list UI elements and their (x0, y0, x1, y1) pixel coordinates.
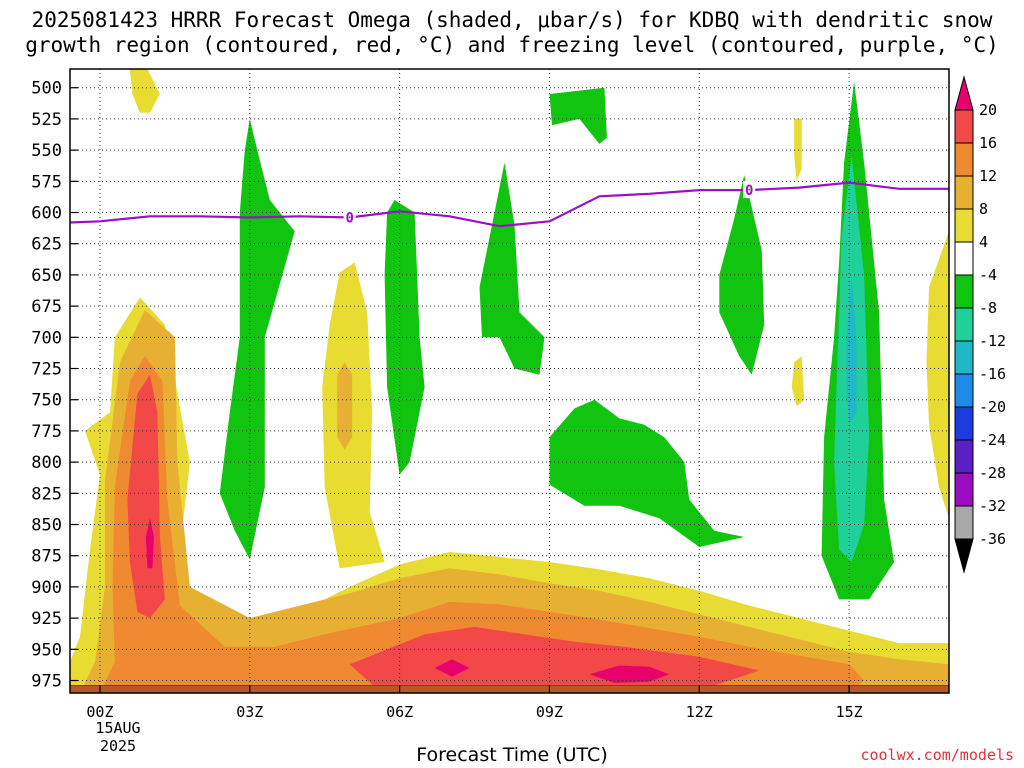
y-tick-label-800: 800 (31, 453, 62, 473)
y-tick-label-900: 900 (31, 578, 62, 598)
omega-region-3 (926, 231, 949, 519)
omega-region-19 (719, 175, 765, 375)
x-tick-label-12Z: 12Z (686, 703, 713, 721)
x-tick-label-06Z: 06Z (386, 703, 413, 721)
omega-region-18 (549, 399, 745, 547)
omega-region-12 (434, 659, 470, 677)
omega-region-0 (129, 69, 160, 113)
colorbar-label--24: -24 (979, 431, 1006, 449)
colorbar-label--36: -36 (979, 530, 1006, 548)
colorbar-segment-0 (954, 75, 974, 111)
omega-region-9 (127, 374, 165, 619)
y-tick-label-500: 500 (31, 79, 62, 99)
colorbar-label--12: -12 (979, 332, 1006, 350)
y-tick-label-775: 775 (31, 422, 62, 442)
omega-region-13 (589, 665, 670, 683)
colorbar-label--28: -28 (979, 464, 1006, 482)
omega-region-2 (322, 262, 385, 569)
colorbar-segment-9 (954, 373, 974, 408)
x-tick-label-15Z: 15Z (836, 703, 863, 721)
y-tick-label-875: 875 (31, 547, 62, 567)
x-axis-label: Forecast Time (UTC) (416, 744, 608, 766)
y-tick-label-725: 725 (31, 360, 62, 380)
y-tick-label-700: 700 (31, 328, 62, 348)
omega-region-17 (549, 87, 607, 144)
omega-region-22 (846, 274, 857, 425)
y-tick-label-925: 925 (31, 609, 62, 629)
x-axis-time: 00Z 03Z 06Z 09Z 12Z 15Z (86, 685, 863, 721)
ground-layer (70, 685, 949, 693)
freezing-level-label-0: 0 (345, 211, 353, 227)
colorbar-segment-5 (954, 241, 974, 276)
omega-region-15 (384, 200, 425, 475)
omega-region-11 (145, 518, 154, 569)
y-tick-label-625: 625 (31, 235, 62, 255)
colorbar-segment-7 (954, 307, 974, 342)
colorbar-segment-12 (954, 472, 974, 507)
y-tick-label-825: 825 (31, 484, 62, 504)
gridlines (70, 69, 949, 693)
y-tick-label-525: 525 (31, 110, 62, 130)
colorbar-segment-13 (954, 505, 974, 540)
y-tick-label-850: 850 (31, 516, 62, 536)
colorbar-label-12: 12 (979, 167, 997, 185)
y-tick-label-550: 550 (31, 141, 62, 161)
omega-shading (70, 69, 949, 693)
date-label-year: 2025 (100, 737, 136, 755)
colorbar-segment-1 (954, 109, 974, 144)
y-tick-label-600: 600 (31, 204, 62, 224)
freezing-level-contour: 00 (70, 181, 949, 228)
colorbar-label--4: -4 (979, 266, 997, 284)
y-axis-pressure: 500 525 550 575 600 625 650 675 700 725 750 775 800 8… (31, 79, 78, 692)
chart-title-line-1: 2025081423 HRRR Forecast Omega (shaded, … (31, 8, 993, 32)
colorbar-label--16: -16 (979, 365, 1006, 383)
omega-region-8 (100, 356, 865, 693)
omega-region-16 (479, 162, 545, 375)
colorbar-label--8: -8 (979, 299, 997, 317)
y-tick-label-975: 975 (31, 672, 62, 692)
colorbar-label-4: 4 (979, 233, 988, 251)
colorbar-label-20: 20 (979, 101, 997, 119)
x-tick-label-03Z: 03Z (236, 703, 263, 721)
omega-region-4 (794, 118, 802, 182)
freezing-level-line (70, 181, 949, 228)
omega-region-7 (337, 362, 353, 450)
colorbar-label-16: 16 (979, 134, 997, 152)
omega-region-14 (219, 118, 295, 560)
x-tick-label-00Z: 00Z (86, 703, 113, 721)
freezing-label-bg-0 (343, 208, 356, 226)
colorbar-segment-8 (954, 340, 974, 375)
y-tick-label-950: 950 (31, 640, 62, 660)
plot-frame (69, 68, 950, 694)
source-credit: coolwx.com/models (860, 746, 1014, 764)
freezing-label-bg-1 (743, 181, 756, 199)
y-tick-label-575: 575 (31, 172, 62, 192)
chart-title-line-2: growth region (contoured, red, °C) and f… (25, 33, 999, 57)
colorbar-segment-3 (954, 175, 974, 210)
colorbar-segment-2 (954, 142, 974, 177)
colorbar-legend: 20 16 12 8 4 -4 -8 -12 -16 -20 -24 -28 -32 -36 (954, 75, 1006, 574)
date-label-day: 15AUG (95, 719, 140, 737)
y-tick-label-675: 675 (31, 297, 62, 317)
ground-fill (70, 685, 949, 693)
colorbar-segment-11 (954, 439, 974, 474)
colorbar-label--20: -20 (979, 398, 1006, 416)
y-tick-label-650: 650 (31, 266, 62, 286)
colorbar-label--32: -32 (979, 497, 1006, 515)
freezing-level-label-1: 0 (745, 183, 753, 199)
colorbar-segment-10 (954, 406, 974, 441)
colorbar-segment-6 (954, 274, 974, 309)
y-tick-label-750: 750 (31, 391, 62, 411)
colorbar-label-8: 8 (979, 200, 988, 218)
colorbar-segment-4 (954, 208, 974, 243)
x-tick-label-09Z: 09Z (536, 703, 563, 721)
colorbar-segment-14 (954, 538, 974, 574)
